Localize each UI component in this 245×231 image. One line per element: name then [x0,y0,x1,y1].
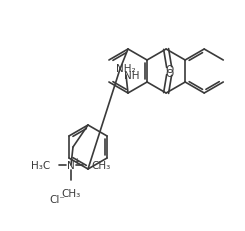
Text: CH₃: CH₃ [61,188,81,198]
Text: O: O [165,65,173,75]
Text: N: N [67,160,75,170]
Text: +: + [73,157,79,166]
Text: H₃C: H₃C [31,160,51,170]
Text: NH: NH [124,71,140,81]
Text: NH₂: NH₂ [116,64,136,74]
Text: Cl⁻: Cl⁻ [49,194,65,204]
Text: O: O [165,69,173,79]
Text: CH₃: CH₃ [91,160,111,170]
